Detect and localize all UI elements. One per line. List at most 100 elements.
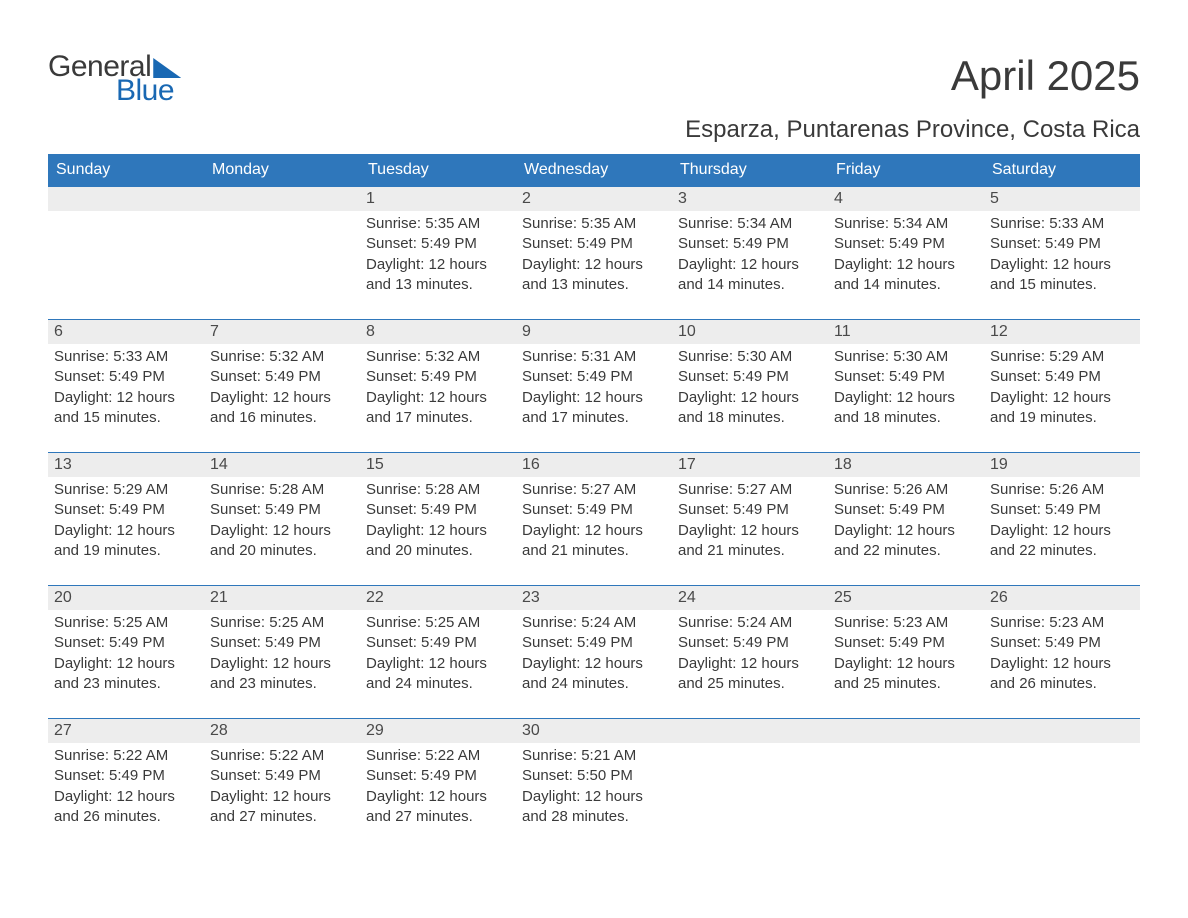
daylight-text: Daylight: 12 hours and 19 minutes. [54,521,198,562]
sunset-text: Sunset: 5:49 PM [54,500,198,520]
day-number: 9 [516,320,672,344]
daylight-text: Daylight: 12 hours and 13 minutes. [522,255,666,296]
day-detail-cell: Sunrise: 5:32 AMSunset: 5:49 PMDaylight:… [360,344,516,452]
sunrise-text: Sunrise: 5:33 AM [54,347,198,367]
day-detail-cell: Sunrise: 5:26 AMSunset: 5:49 PMDaylight:… [828,477,984,585]
daylight-text: Daylight: 12 hours and 13 minutes. [366,255,510,296]
sunrise-text: Sunrise: 5:25 AM [210,613,354,633]
calendar-page: General Blue April 2025 Esparza, Puntare… [0,0,1188,918]
sunrise-text: Sunrise: 5:32 AM [366,347,510,367]
day-detail-cell: Sunrise: 5:34 AMSunset: 5:49 PMDaylight:… [828,211,984,319]
sunrise-text: Sunrise: 5:28 AM [366,480,510,500]
sunrise-text: Sunrise: 5:31 AM [522,347,666,367]
day-number [984,719,1140,743]
day-header: Tuesday [360,154,516,186]
day-number: 18 [828,453,984,477]
sunrise-text: Sunrise: 5:25 AM [366,613,510,633]
daylight-text: Daylight: 12 hours and 23 minutes. [54,654,198,695]
sunset-text: Sunset: 5:49 PM [366,633,510,653]
sunrise-text: Sunrise: 5:27 AM [522,480,666,500]
day-number: 1 [360,187,516,211]
daylight-text: Daylight: 12 hours and 20 minutes. [210,521,354,562]
day-number: 5 [984,187,1140,211]
day-detail-cell: Sunrise: 5:25 AMSunset: 5:49 PMDaylight:… [48,610,204,718]
sunset-text: Sunset: 5:49 PM [834,633,978,653]
sunset-text: Sunset: 5:49 PM [54,633,198,653]
sunset-text: Sunset: 5:49 PM [54,766,198,786]
daylight-text: Daylight: 12 hours and 20 minutes. [366,521,510,562]
sunrise-text: Sunrise: 5:35 AM [366,214,510,234]
sunset-text: Sunset: 5:49 PM [834,500,978,520]
sunrise-text: Sunrise: 5:23 AM [834,613,978,633]
day-detail-cell: Sunrise: 5:24 AMSunset: 5:49 PMDaylight:… [516,610,672,718]
day-number: 19 [984,453,1140,477]
sunset-text: Sunset: 5:49 PM [54,367,198,387]
day-number: 21 [204,586,360,610]
day-number: 16 [516,453,672,477]
sunset-text: Sunset: 5:49 PM [522,234,666,254]
sunrise-text: Sunrise: 5:30 AM [678,347,822,367]
sunset-text: Sunset: 5:49 PM [990,367,1134,387]
week-row: 20212223242526Sunrise: 5:25 AMSunset: 5:… [48,585,1140,718]
sunrise-text: Sunrise: 5:32 AM [210,347,354,367]
weeks-container: 12345Sunrise: 5:35 AMSunset: 5:49 PMDayl… [48,186,1140,851]
sunrise-text: Sunrise: 5:26 AM [834,480,978,500]
day-detail-cell: Sunrise: 5:25 AMSunset: 5:49 PMDaylight:… [360,610,516,718]
day-detail-cell: Sunrise: 5:21 AMSunset: 5:50 PMDaylight:… [516,743,672,851]
daylight-text: Daylight: 12 hours and 27 minutes. [366,787,510,828]
day-header: Wednesday [516,154,672,186]
day-number: 10 [672,320,828,344]
sunset-text: Sunset: 5:49 PM [522,633,666,653]
sunset-text: Sunset: 5:49 PM [990,500,1134,520]
daylight-text: Daylight: 12 hours and 26 minutes. [990,654,1134,695]
header-row: General Blue April 2025 [48,52,1140,106]
sunset-text: Sunset: 5:49 PM [522,367,666,387]
day-detail-cell: Sunrise: 5:28 AMSunset: 5:49 PMDaylight:… [360,477,516,585]
day-number: 30 [516,719,672,743]
day-details-row: Sunrise: 5:33 AMSunset: 5:49 PMDaylight:… [48,344,1140,452]
day-detail-cell: Sunrise: 5:35 AMSunset: 5:49 PMDaylight:… [360,211,516,319]
week-row: 27282930Sunrise: 5:22 AMSunset: 5:49 PMD… [48,718,1140,851]
day-header: Monday [204,154,360,186]
daylight-text: Daylight: 12 hours and 22 minutes. [990,521,1134,562]
logo-word-2: Blue [116,76,181,106]
daylight-text: Daylight: 12 hours and 14 minutes. [834,255,978,296]
day-details-row: Sunrise: 5:29 AMSunset: 5:49 PMDaylight:… [48,477,1140,585]
sunrise-text: Sunrise: 5:25 AM [54,613,198,633]
sunrise-text: Sunrise: 5:34 AM [834,214,978,234]
day-number: 4 [828,187,984,211]
sunset-text: Sunset: 5:49 PM [210,500,354,520]
sunset-text: Sunset: 5:49 PM [210,766,354,786]
day-number [672,719,828,743]
day-details-row: Sunrise: 5:35 AMSunset: 5:49 PMDaylight:… [48,211,1140,319]
day-header: Saturday [984,154,1140,186]
day-detail-cell: Sunrise: 5:23 AMSunset: 5:49 PMDaylight:… [828,610,984,718]
daylight-text: Daylight: 12 hours and 17 minutes. [522,388,666,429]
day-detail-cell: Sunrise: 5:24 AMSunset: 5:49 PMDaylight:… [672,610,828,718]
day-number-row: 6789101112 [48,320,1140,344]
sunset-text: Sunset: 5:49 PM [210,367,354,387]
day-detail-cell: Sunrise: 5:22 AMSunset: 5:49 PMDaylight:… [48,743,204,851]
daylight-text: Daylight: 12 hours and 24 minutes. [366,654,510,695]
sunset-text: Sunset: 5:49 PM [834,234,978,254]
day-detail-cell: Sunrise: 5:27 AMSunset: 5:49 PMDaylight:… [516,477,672,585]
daylight-text: Daylight: 12 hours and 14 minutes. [678,255,822,296]
daylight-text: Daylight: 12 hours and 17 minutes. [366,388,510,429]
logo-top-line: General [48,52,181,82]
sunset-text: Sunset: 5:50 PM [522,766,666,786]
day-detail-cell: Sunrise: 5:30 AMSunset: 5:49 PMDaylight:… [828,344,984,452]
sunrise-text: Sunrise: 5:28 AM [210,480,354,500]
daylight-text: Daylight: 12 hours and 24 minutes. [522,654,666,695]
day-detail-cell [204,211,360,319]
sunset-text: Sunset: 5:49 PM [990,633,1134,653]
day-number: 26 [984,586,1140,610]
sunrise-text: Sunrise: 5:24 AM [678,613,822,633]
logo: General Blue [48,52,181,106]
day-number: 15 [360,453,516,477]
day-details-row: Sunrise: 5:22 AMSunset: 5:49 PMDaylight:… [48,743,1140,851]
week-row: 6789101112Sunrise: 5:33 AMSunset: 5:49 P… [48,319,1140,452]
daylight-text: Daylight: 12 hours and 18 minutes. [678,388,822,429]
day-number: 8 [360,320,516,344]
sunset-text: Sunset: 5:49 PM [366,367,510,387]
calendar: SundayMondayTuesdayWednesdayThursdayFrid… [48,154,1140,851]
